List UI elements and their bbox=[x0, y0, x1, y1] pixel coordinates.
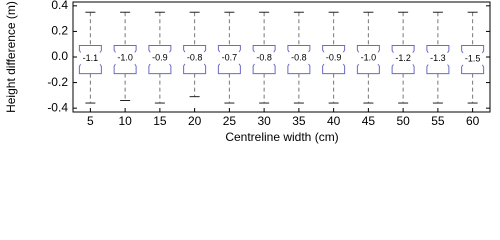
x-tick-label: 35 bbox=[292, 114, 306, 128]
median-label: -0.8 bbox=[291, 52, 307, 62]
median-label-bg bbox=[427, 52, 448, 65]
x-tick-label: 20 bbox=[188, 114, 202, 128]
median-label-bg bbox=[80, 52, 101, 65]
median-label: -1.0 bbox=[361, 53, 377, 63]
median-label: -0.8 bbox=[256, 52, 272, 62]
median-label: -0.9 bbox=[326, 53, 342, 63]
median-label-bg bbox=[184, 52, 205, 65]
median-label: -0.8 bbox=[187, 52, 203, 62]
median-label-bg bbox=[115, 52, 136, 65]
plot-frame bbox=[72, 1, 491, 113]
median-label: -1.0 bbox=[117, 53, 133, 63]
median-label-bg bbox=[149, 52, 170, 65]
y-axis-label: Height difference (m) bbox=[4, 1, 18, 113]
median-label-bg bbox=[288, 52, 309, 65]
x-tick-label: 25 bbox=[223, 114, 237, 128]
median-label: -1.1 bbox=[83, 53, 99, 63]
y-tick-label: 0.4 bbox=[51, 0, 68, 12]
y-tick-label: 0.2 bbox=[51, 24, 68, 38]
x-tick-label: 50 bbox=[396, 114, 410, 128]
x-tick-label: 40 bbox=[327, 114, 341, 128]
median-label-bg bbox=[393, 52, 414, 65]
y-tick-label: 0.0 bbox=[51, 49, 68, 63]
median-label: -1.3 bbox=[430, 53, 446, 63]
x-tick-label: 10 bbox=[118, 114, 132, 128]
x-tick-label: 15 bbox=[153, 114, 167, 128]
median-label-bg bbox=[219, 51, 240, 64]
chart: Centreline width (cm) Height difference … bbox=[4, 0, 491, 144]
median-label: -0.7 bbox=[222, 52, 238, 62]
median-label: -1.5 bbox=[465, 53, 481, 63]
median-label: -0.9 bbox=[152, 53, 168, 63]
x-tick-label: 60 bbox=[466, 114, 480, 128]
x-tick-label: 30 bbox=[257, 114, 271, 128]
x-tick-label: 5 bbox=[87, 114, 94, 128]
y-tick-label: -0.2 bbox=[47, 75, 68, 89]
median-label-bg bbox=[358, 52, 379, 65]
median-label-bg bbox=[254, 52, 275, 65]
x-tick-label: 55 bbox=[431, 114, 445, 128]
y-tick-label: -0.4 bbox=[47, 100, 68, 114]
median-label: -1.2 bbox=[395, 53, 411, 63]
median-label-bg bbox=[323, 52, 344, 65]
x-axis-label: Centreline width (cm) bbox=[225, 130, 338, 144]
median-label-bg bbox=[462, 52, 483, 65]
x-tick-label: 45 bbox=[362, 114, 376, 128]
